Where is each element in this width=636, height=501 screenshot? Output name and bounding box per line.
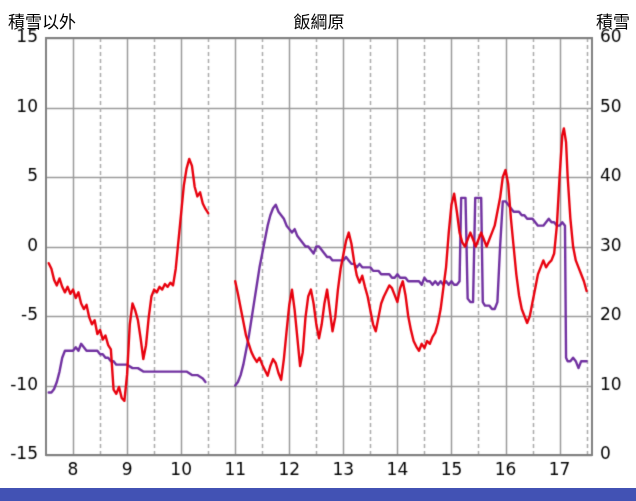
chart-canvas (0, 0, 636, 486)
bottom-scrollbar[interactable] (0, 488, 636, 501)
